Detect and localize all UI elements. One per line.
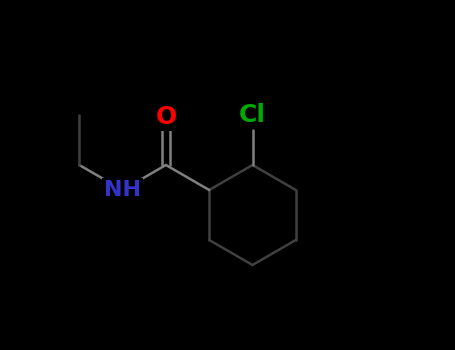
Text: NH: NH: [104, 180, 141, 200]
Text: O: O: [155, 105, 177, 130]
Text: Cl: Cl: [239, 103, 266, 127]
